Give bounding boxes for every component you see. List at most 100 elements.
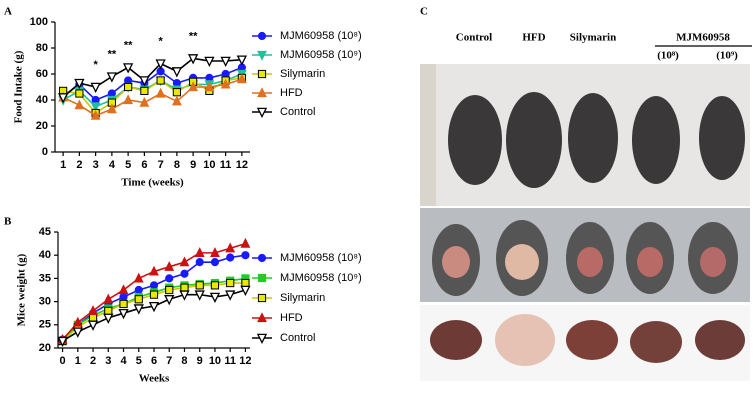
marker — [179, 290, 190, 301]
x-tick-label: 1 — [60, 159, 66, 171]
marker — [220, 78, 231, 89]
marker — [210, 258, 220, 267]
marker — [88, 305, 98, 315]
legend-label: MJM60958 (10⁸) — [280, 252, 362, 264]
y-tick-label: 60 — [36, 68, 48, 80]
marker — [106, 103, 117, 114]
panel-label: A — [4, 6, 12, 18]
legend-marker — [256, 107, 268, 119]
significance: ** — [108, 49, 117, 61]
y-tick-label: 20 — [36, 120, 48, 132]
marker — [139, 96, 150, 107]
marker — [90, 102, 101, 113]
marker — [103, 313, 114, 324]
column-header: Silymarin — [570, 32, 616, 44]
legend-label: MJM60958 (10⁹) — [280, 49, 362, 61]
x-tick-label: 11 — [224, 355, 236, 367]
legend-label: Control — [280, 106, 315, 118]
marker — [133, 304, 144, 315]
marker — [90, 109, 101, 120]
marker — [195, 281, 204, 290]
marker — [204, 56, 215, 68]
marker — [226, 278, 235, 288]
x-tick-label: 4 — [120, 355, 127, 367]
mice — [448, 92, 745, 188]
x-tick-label: 12 — [239, 355, 251, 367]
x-tick-label: 3 — [93, 159, 99, 171]
marker — [124, 82, 133, 92]
marker — [236, 55, 248, 66]
marker — [104, 306, 113, 315]
column-header: Control — [456, 32, 492, 44]
marker — [240, 285, 251, 297]
marker — [171, 95, 182, 106]
marker — [236, 73, 247, 84]
marker — [241, 251, 250, 260]
marker — [149, 281, 159, 290]
legend-label: HFD — [280, 87, 303, 99]
legend-label: Silymarin — [280, 68, 325, 80]
significance: * — [93, 59, 98, 71]
legend-marker — [257, 273, 267, 283]
legend-label: MJM60958 (10⁸) — [280, 30, 362, 42]
dose-header: (10⁹) — [716, 50, 738, 62]
x-tick-label: 7 — [158, 159, 164, 171]
legend-marker — [257, 50, 267, 61]
x-tick-label: 8 — [181, 355, 187, 367]
legend-marker — [257, 253, 267, 263]
marker — [194, 247, 205, 257]
marker — [165, 274, 174, 283]
marker — [140, 86, 149, 96]
legend-label: HFD — [280, 312, 303, 324]
marker — [165, 285, 174, 295]
y-axis-label: Mice weight (g) — [16, 253, 28, 326]
marker — [72, 327, 83, 338]
marker — [134, 295, 143, 304]
legend-label: Control — [280, 332, 315, 344]
marker — [118, 284, 129, 295]
marker — [106, 72, 118, 83]
x-tick-label: 6 — [151, 355, 157, 367]
marker — [155, 87, 166, 98]
marker — [118, 308, 129, 320]
legend-marker — [257, 69, 267, 79]
marker — [188, 81, 199, 92]
y-tick-label: 25 — [39, 319, 51, 331]
marker — [88, 313, 98, 322]
series-line — [62, 78, 243, 117]
x-tick-label: 3 — [105, 355, 111, 367]
x-tick-label: 4 — [109, 159, 116, 171]
marker — [179, 256, 190, 267]
x-tick-label: 5 — [125, 159, 131, 171]
x-axis-label: Weeks — [139, 373, 170, 385]
x-tick-label: 8 — [174, 159, 180, 171]
marker — [148, 301, 160, 313]
x-tick-label: 9 — [197, 355, 203, 367]
marker — [134, 285, 143, 295]
livers — [430, 314, 745, 366]
y-axis-label: Food Intake (g) — [13, 50, 25, 123]
ruler — [420, 64, 436, 206]
x-tick-label: 2 — [90, 355, 96, 367]
marker — [74, 99, 85, 110]
column-header: HFD — [522, 32, 545, 44]
legend-marker — [256, 333, 268, 345]
marker — [164, 295, 175, 306]
marker — [57, 93, 69, 104]
y-tick-label: 40 — [39, 249, 51, 261]
marker — [187, 54, 199, 65]
y-tick-label: 100 — [30, 16, 48, 28]
marker — [103, 293, 114, 304]
group-header: MJM60958 — [676, 32, 730, 44]
marker — [72, 316, 83, 327]
dose-header: (10⁸) — [657, 50, 679, 62]
marker — [90, 82, 101, 94]
marker — [87, 320, 99, 331]
marker — [240, 237, 251, 248]
series-line — [62, 73, 243, 108]
marker — [171, 67, 183, 78]
marker — [220, 56, 231, 68]
marker — [156, 76, 165, 85]
y-tick-label: 45 — [39, 226, 51, 238]
